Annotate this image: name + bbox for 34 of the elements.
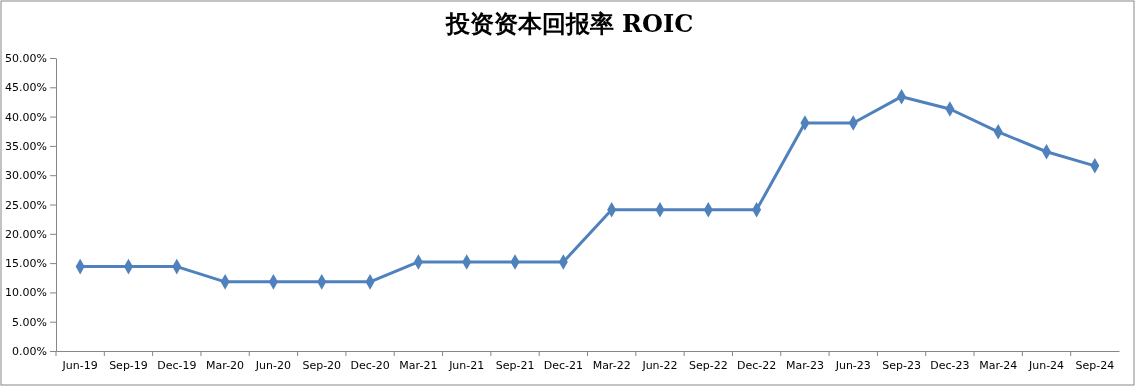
x-tick-label: Sep-24 — [1075, 358, 1115, 372]
y-tick-label: 20.00% — [5, 227, 47, 241]
x-tick-label: Sep-19 — [109, 358, 148, 372]
x-tick-label: Jun-22 — [641, 358, 678, 372]
y-tick-label: 40.00% — [5, 110, 47, 124]
x-tick-label: Sep-22 — [688, 358, 728, 372]
x-tick-label: Mar-20 — [206, 358, 245, 372]
x-tick-label: Jun-20 — [254, 358, 292, 372]
x-tick-label: Dec-20 — [350, 358, 390, 372]
x-tick-label: Jun-24 — [1027, 358, 1065, 372]
x-tick-label: Dec-22 — [736, 358, 777, 372]
y-tick-label: 50.00% — [5, 52, 47, 66]
x-tick-label: Mar-22 — [592, 358, 631, 372]
x-tick-label: Sep-20 — [302, 358, 342, 372]
x-tick-label: Sep-21 — [495, 358, 535, 372]
x-tick-label: Jun-19 — [61, 358, 98, 372]
x-tick-label: Dec-23 — [930, 358, 970, 372]
x-tick-label: Jun-21 — [448, 358, 485, 372]
x-tick-label: Dec-21 — [543, 358, 583, 372]
y-tick-label: 10.00% — [5, 286, 47, 300]
x-tick-label: Mar-24 — [979, 358, 1018, 372]
x-tick-label: Sep-23 — [882, 358, 921, 372]
y-tick-label: 15.00% — [5, 257, 47, 271]
x-tick-label: Jun-23 — [834, 358, 871, 372]
x-tick-label: Mar-21 — [399, 358, 438, 372]
y-tick-label: 45.00% — [5, 81, 47, 95]
y-tick-label: 0.00% — [12, 345, 47, 359]
y-tick-label: 25.00% — [5, 198, 47, 212]
y-tick-label: 30.00% — [5, 169, 47, 183]
y-tick-label: 35.00% — [5, 139, 47, 153]
x-tick-label: Mar-23 — [785, 358, 824, 372]
y-tick-label: 5.00% — [12, 315, 47, 329]
x-tick-label: Dec-19 — [157, 358, 197, 372]
chart-title: 投资资本回报率 ROIC — [444, 9, 694, 38]
